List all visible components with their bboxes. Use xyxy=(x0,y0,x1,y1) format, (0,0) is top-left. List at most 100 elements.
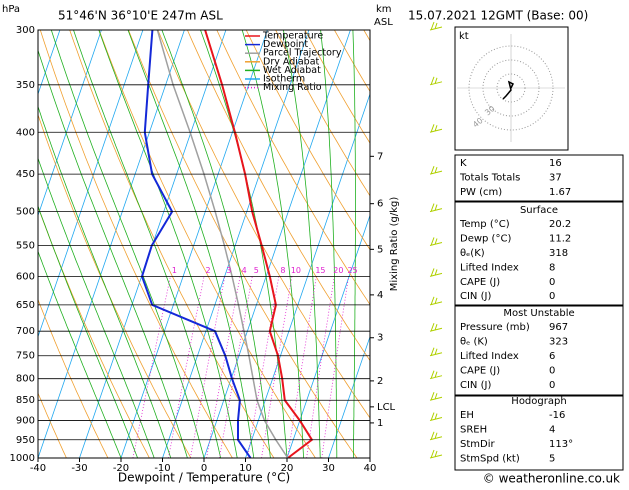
table-label: Lifted Index xyxy=(460,351,519,362)
wind-barb xyxy=(430,432,442,440)
y-tick-label: 900 xyxy=(16,416,35,427)
wind-barb xyxy=(430,392,442,400)
y-tick-label: 700 xyxy=(16,326,35,337)
table-label: Lifted Index xyxy=(460,262,519,273)
x-tick-label: 10 xyxy=(239,463,252,474)
table-value: 11.2 xyxy=(549,234,571,245)
km-tick-label: LCL xyxy=(377,402,396,413)
hodograph-trace xyxy=(503,82,513,99)
date: 15.07.2021 12GMT (Base: 00) xyxy=(408,9,588,23)
mixing-ratio-label: 15 xyxy=(315,266,325,275)
y-tick-label: 450 xyxy=(16,169,35,180)
mixing-ratio-line xyxy=(219,276,252,458)
x-tick-label: 20 xyxy=(281,463,294,474)
table-label: EH xyxy=(460,410,474,421)
table-value: 4 xyxy=(549,425,555,436)
y-tick-label: 400 xyxy=(16,127,35,138)
km-tick-label: 3 xyxy=(377,333,383,344)
x-tick-label: -30 xyxy=(71,463,87,474)
dry-adiabat xyxy=(423,30,629,458)
isotherm xyxy=(287,30,433,458)
table-value: 1.67 xyxy=(549,187,571,198)
y-tick-label: 850 xyxy=(16,395,35,406)
mixing-ratio-label: 25 xyxy=(347,266,357,275)
y-tick-label: 600 xyxy=(16,271,35,282)
x-tick-label: 0 xyxy=(201,463,207,474)
y-tick-label: 300 xyxy=(16,25,35,36)
wind-barb xyxy=(430,268,442,276)
wet-adiabat xyxy=(201,30,288,458)
wet-adiabat xyxy=(51,30,204,458)
dry-adiabat xyxy=(570,30,629,458)
mixing-ratio-label: 20 xyxy=(333,266,343,275)
wind-barb xyxy=(430,348,442,356)
mixing-ratio-line xyxy=(190,276,224,458)
table-label: CIN (J) xyxy=(460,380,491,391)
km-tick-label: 1 xyxy=(377,418,383,429)
isotherm xyxy=(329,30,475,458)
table-label: CIN (J) xyxy=(460,291,491,302)
km-tick-label: 4 xyxy=(377,290,383,301)
footer: © weatheronline.co.uk xyxy=(483,472,620,486)
wet-adiabat xyxy=(162,30,271,458)
wet-adiabat xyxy=(32,30,188,458)
table-value: 6 xyxy=(549,351,555,362)
y-tick-label: 650 xyxy=(16,300,35,311)
table-value: 16 xyxy=(549,158,562,169)
table-value: 8 xyxy=(549,262,555,273)
background-lines xyxy=(0,30,629,458)
ring-label: 40 xyxy=(471,116,485,129)
table-label: SREH xyxy=(460,425,487,436)
table-value: 318 xyxy=(549,248,568,259)
y-tick-label: 950 xyxy=(16,435,35,446)
wind-barb xyxy=(430,204,442,212)
table-value: 323 xyxy=(549,337,568,348)
hodograph-unit: kt xyxy=(459,31,469,42)
table-value: -16 xyxy=(549,410,565,421)
wind-barb xyxy=(430,450,442,458)
dry-adiabat xyxy=(99,30,315,458)
km-tick-label: 2 xyxy=(377,376,383,387)
legend-label: Mixing Ratio xyxy=(263,82,322,93)
y-tick-label: 750 xyxy=(16,351,35,362)
wind-barb xyxy=(430,297,442,305)
x-tick-label: -20 xyxy=(113,463,129,474)
table-label: CAPE (J) xyxy=(460,277,500,288)
table-label: CAPE (J) xyxy=(460,365,500,376)
table-label: θₑ (K) xyxy=(460,337,488,348)
hodograph-frame xyxy=(455,27,568,150)
mixing-ratio-label: 3 xyxy=(226,266,231,275)
wind-barb xyxy=(430,124,442,132)
mixing-ratio-label: 1 xyxy=(172,266,177,275)
table-label: PW (cm) xyxy=(460,187,502,198)
table-label: Dewp (°C) xyxy=(460,234,511,245)
pressure-unit: hPa xyxy=(2,4,20,15)
asl-unit: ASL xyxy=(374,17,393,28)
km-tick-label: 7 xyxy=(377,151,383,162)
table-title: Most Unstable xyxy=(503,308,574,319)
location: 51°46'N 36°10'E 247m ASL xyxy=(58,9,223,23)
table-value: 0 xyxy=(549,291,555,302)
wet-adiabat xyxy=(283,30,320,458)
table-label: Totals Totals xyxy=(459,172,520,183)
table-label: Pressure (mb) xyxy=(460,322,530,333)
table-value: 0 xyxy=(549,277,555,288)
wind-barb xyxy=(430,166,442,174)
y-tick-label: 800 xyxy=(16,374,35,385)
mixing-ratio-label: 4 xyxy=(242,266,247,275)
table-label: StmSpd (kt) xyxy=(460,453,520,464)
y-tick-label: 500 xyxy=(16,207,35,218)
table-value: 113° xyxy=(549,439,573,450)
mixing-ratio-label: 2 xyxy=(205,266,210,275)
isotherm xyxy=(38,30,184,458)
y-tick-label: 350 xyxy=(16,80,35,91)
mixing-ratio-line xyxy=(248,276,279,458)
table-title: Surface xyxy=(520,205,558,216)
wind-barb xyxy=(430,371,442,379)
table-value: 37 xyxy=(549,172,562,183)
y2-axis-label: Mixing Ratio (g/kg) xyxy=(389,197,400,292)
dry-adiabat xyxy=(599,30,629,458)
km-unit: km xyxy=(376,4,392,15)
